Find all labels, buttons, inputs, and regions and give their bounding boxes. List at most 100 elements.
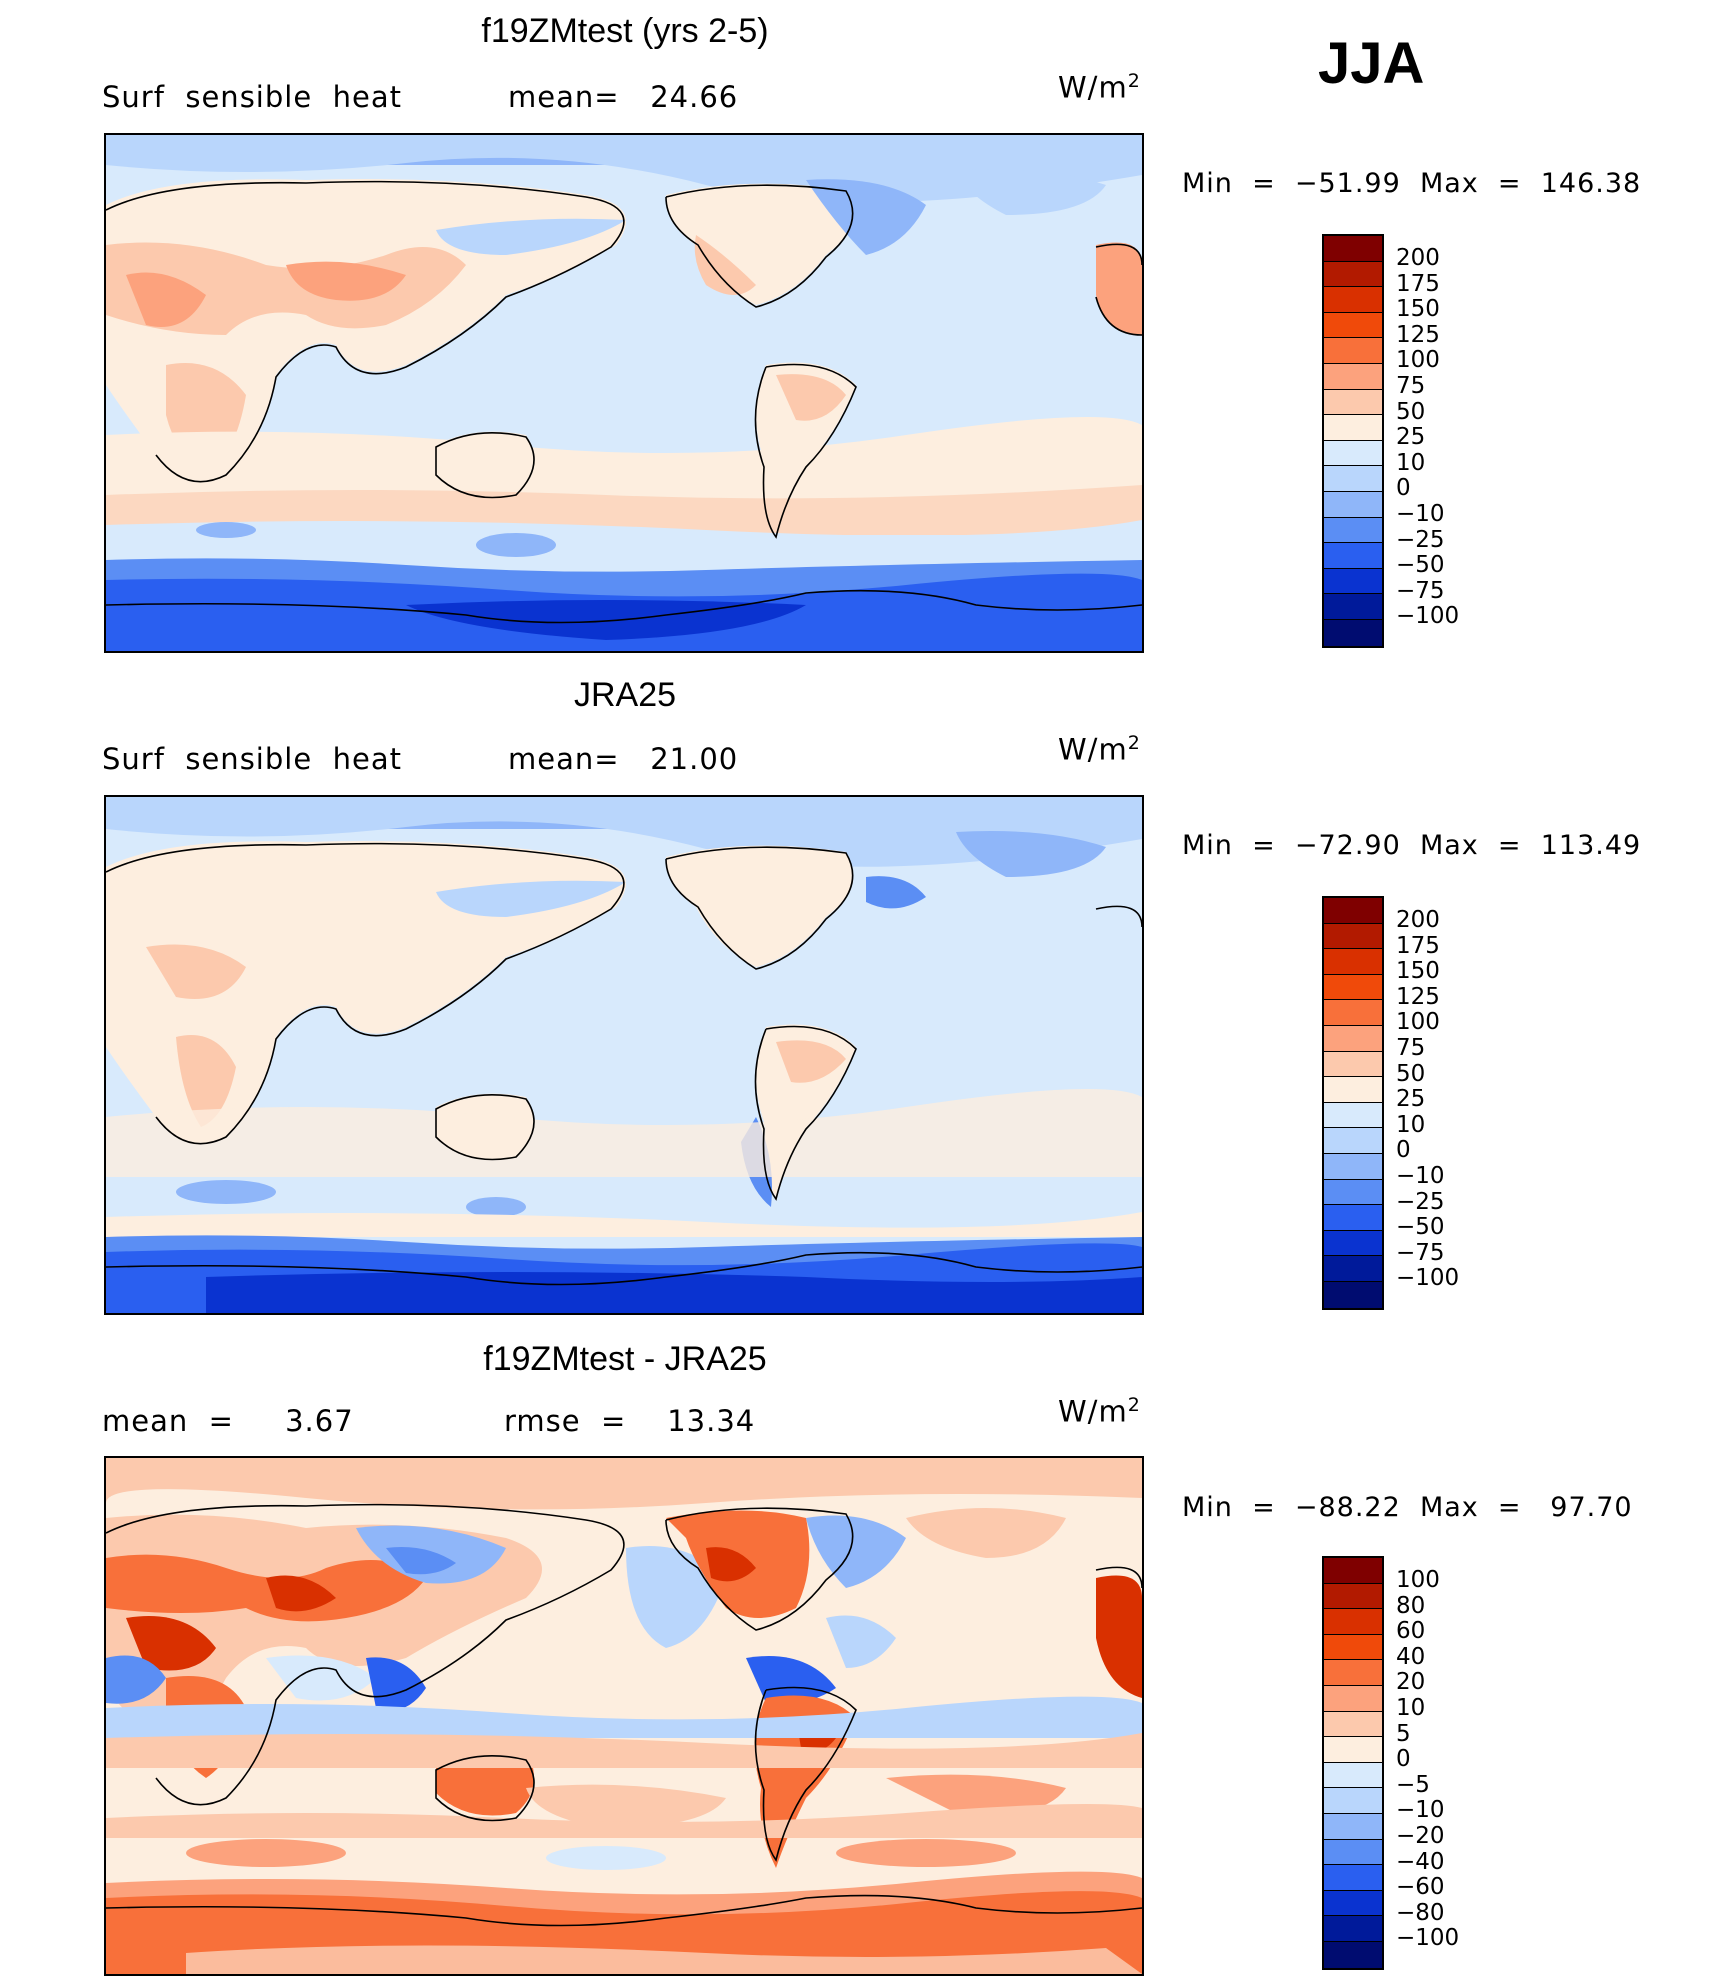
panel-2-map-svg xyxy=(106,797,1142,1313)
panel-1-variable-label: Surf sensible heat xyxy=(102,80,402,114)
colorbar-swatch xyxy=(1324,389,1382,416)
colorbar-tick-label: −40 xyxy=(1396,1848,1445,1875)
colorbar-tick-label: −100 xyxy=(1396,603,1460,630)
panel-3-colorbar-ticks: 100 80 60 40 20 10 5 0 −5 −10 −20 −40 −60 −80 −100 xyxy=(1396,1567,1460,1952)
colorbar-swatch xyxy=(1324,338,1382,364)
colorbar-tick-label: 200 xyxy=(1396,907,1440,933)
colorbar-tick-label: 200 xyxy=(1396,245,1440,271)
colorbar-tick-label: 75 xyxy=(1396,372,1426,399)
colorbar-tick-label: −100 xyxy=(1396,1265,1460,1292)
panel-2-mean-label: mean= 21.00 xyxy=(508,742,739,776)
colorbar-tick-label: −60 xyxy=(1396,1874,1445,1901)
colorbar-swatch xyxy=(1324,1000,1382,1026)
colorbar-swatch xyxy=(1324,1660,1382,1686)
panel-2-title: JRA25 xyxy=(573,676,677,714)
colorbar-tick-label: 50 xyxy=(1396,398,1426,425)
panel-2-map xyxy=(104,795,1144,1315)
colorbar-swatch xyxy=(1324,1941,1382,1968)
colorbar-tick-label: −25 xyxy=(1396,1188,1445,1215)
colorbar-swatch xyxy=(1324,619,1382,646)
colorbar-tick-label: 150 xyxy=(1396,296,1440,323)
colorbar-swatch xyxy=(1324,1711,1382,1738)
colorbar-swatch xyxy=(1324,949,1382,975)
colorbar-tick-label: 0 xyxy=(1396,1137,1411,1164)
colorbar-swatch xyxy=(1324,1685,1382,1712)
colorbar-tick-label: 5 xyxy=(1396,1720,1411,1747)
colorbar-tick-label: 10 xyxy=(1396,1111,1426,1138)
colorbar-swatch xyxy=(1324,974,1382,1001)
colorbar-tick-label: 80 xyxy=(1396,1592,1426,1619)
panel-1-mean-label: mean= 24.66 xyxy=(508,80,739,114)
colorbar-tick-label: −80 xyxy=(1396,1899,1445,1926)
panel-2-minmax: Min = −72.90 Max = 113.49 xyxy=(1182,830,1642,861)
colorbar-swatch xyxy=(1324,1737,1382,1763)
colorbar-swatch xyxy=(1324,1281,1382,1308)
colorbar-swatch xyxy=(1324,1102,1382,1129)
colorbar-tick-label: 100 xyxy=(1396,347,1440,374)
panel-1-title: f19ZMtest (yrs 2-5) xyxy=(481,12,769,50)
panel-1-units: W/m2 xyxy=(1058,70,1141,105)
colorbar-tick-label: −75 xyxy=(1396,1239,1445,1266)
colorbar-swatch xyxy=(1324,898,1382,924)
colorbar-swatch xyxy=(1324,236,1382,262)
colorbar-tick-label: −20 xyxy=(1396,1822,1445,1849)
colorbar-tick-label: −10 xyxy=(1396,1797,1445,1824)
colorbar-swatch xyxy=(1324,1051,1382,1078)
panel-1-map-svg xyxy=(106,135,1142,651)
colorbar-tick-label: 10 xyxy=(1396,1694,1426,1721)
colorbar-tick-label: 75 xyxy=(1396,1034,1426,1061)
panel-3-rmse-label: rmse = 13.34 xyxy=(504,1404,756,1438)
colorbar-tick-label: 25 xyxy=(1396,424,1426,451)
colorbar-swatch xyxy=(1324,287,1382,313)
colorbar-swatch xyxy=(1324,312,1382,339)
colorbar-swatch xyxy=(1324,440,1382,467)
colorbar-swatch xyxy=(1324,1839,1382,1866)
colorbar-tick-label: −50 xyxy=(1396,1214,1445,1241)
colorbar-swatch xyxy=(1324,1609,1382,1635)
colorbar-tick-label: 150 xyxy=(1396,958,1440,985)
colorbar-tick-label: 10 xyxy=(1396,449,1426,476)
colorbar-tick-label: −10 xyxy=(1396,1162,1445,1189)
colorbar-swatch xyxy=(1324,1813,1382,1840)
colorbar-tick-label: 100 xyxy=(1396,1009,1440,1036)
colorbar-tick-label: 25 xyxy=(1396,1086,1426,1113)
colorbar-swatch xyxy=(1324,466,1382,492)
panel-3-map-svg xyxy=(106,1458,1142,1974)
colorbar-tick-label: −10 xyxy=(1396,500,1445,527)
colorbar-swatch xyxy=(1324,1256,1382,1282)
colorbar-tick-label: 0 xyxy=(1396,475,1411,502)
colorbar-swatch xyxy=(1324,261,1382,288)
panel-1-colorbar-ticks: 200 175 150 125 100 75 50 25 10 0 −10 −25 −50 −75 −100 xyxy=(1396,245,1460,630)
colorbar-tick-label: 20 xyxy=(1396,1669,1426,1696)
colorbar-swatch xyxy=(1324,1583,1382,1610)
colorbar-swatch xyxy=(1324,1077,1382,1103)
colorbar-swatch xyxy=(1324,543,1382,569)
colorbar-swatch xyxy=(1324,1890,1382,1917)
colorbar-swatch xyxy=(1324,1153,1382,1180)
colorbar-swatch xyxy=(1324,1788,1382,1814)
colorbar-tick-label: 125 xyxy=(1396,321,1440,348)
panel-2-units: W/m2 xyxy=(1058,732,1141,767)
colorbar-tick-label: −100 xyxy=(1396,1925,1460,1952)
colorbar-tick-label: −50 xyxy=(1396,552,1445,579)
colorbar-tick-label: 40 xyxy=(1396,1643,1426,1670)
colorbar-swatch xyxy=(1324,1205,1382,1231)
panel-1-minmax: Min = −51.99 Max = 146.38 xyxy=(1182,168,1642,199)
colorbar-swatch xyxy=(1324,1558,1382,1584)
panel-3-map xyxy=(104,1456,1144,1976)
colorbar-swatch xyxy=(1324,1865,1382,1891)
panel-2-colorbar-ticks: 200 175 150 125 100 75 50 25 10 0 −10 −25 −50 −75 −100 xyxy=(1396,907,1460,1292)
panel-3-units: W/m2 xyxy=(1058,1394,1141,1429)
panel-3-mean-label: mean = 3.67 xyxy=(102,1404,354,1438)
panel-1-colorbar xyxy=(1322,234,1384,648)
colorbar-tick-label: 50 xyxy=(1396,1060,1426,1087)
colorbar-tick-label: −5 xyxy=(1396,1771,1430,1798)
panel-3-colorbar xyxy=(1322,1556,1384,1970)
colorbar-swatch xyxy=(1324,1230,1382,1257)
panel-2-variable-label: Surf sensible heat xyxy=(102,742,402,776)
colorbar-swatch xyxy=(1324,568,1382,595)
colorbar-swatch xyxy=(1324,363,1382,390)
colorbar-tick-label: 175 xyxy=(1396,270,1440,297)
colorbar-tick-label: 175 xyxy=(1396,932,1440,959)
colorbar-tick-label: 100 xyxy=(1396,1567,1440,1593)
